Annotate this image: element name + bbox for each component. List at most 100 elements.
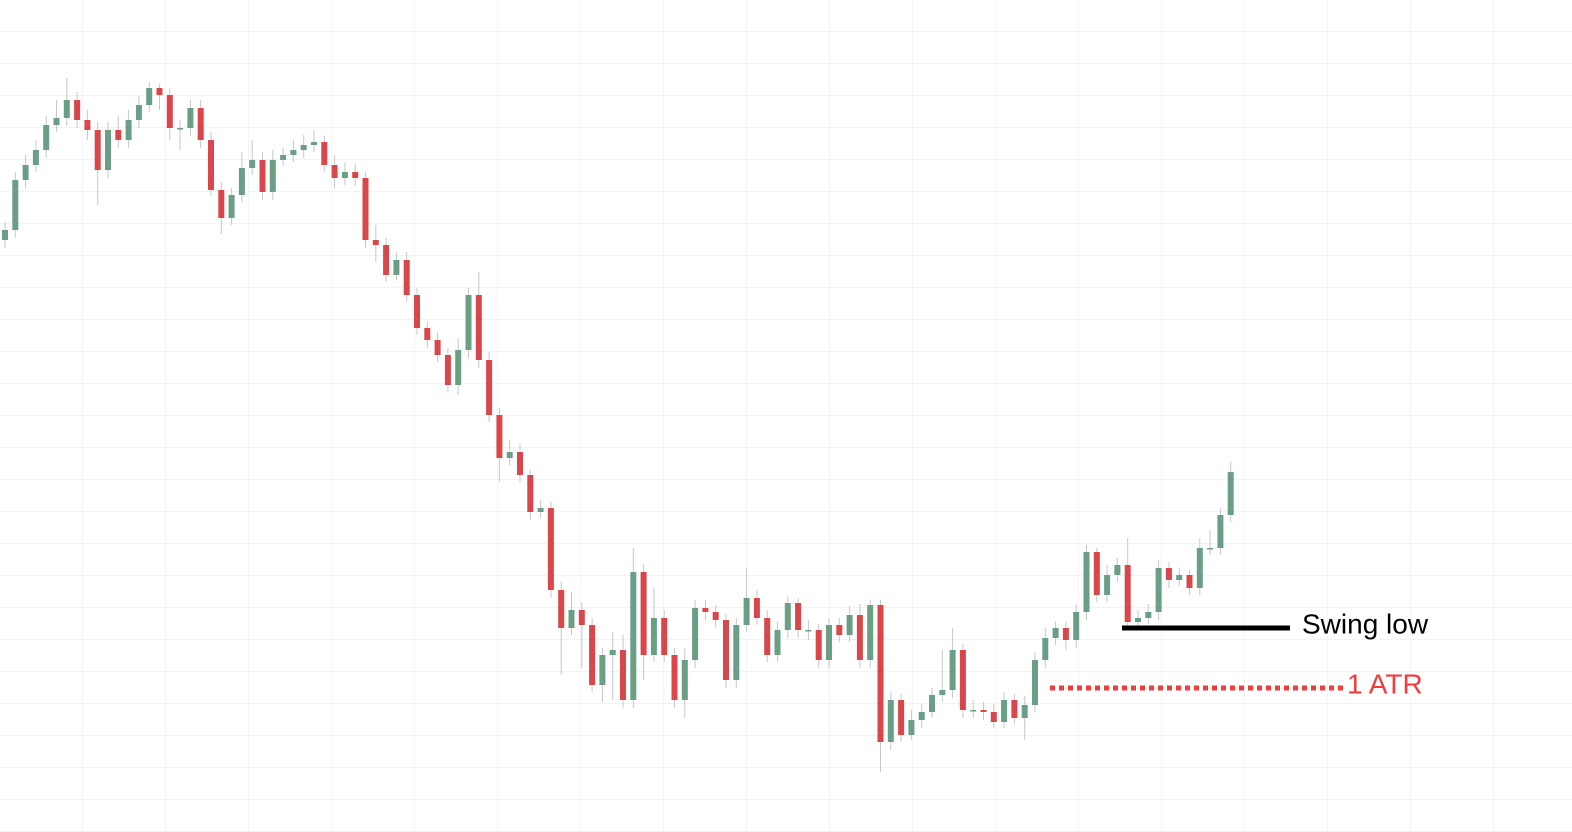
candle-body	[702, 608, 709, 612]
candle-body	[12, 180, 19, 230]
candle-body	[74, 100, 81, 120]
candle-body	[197, 108, 204, 140]
candle-body	[599, 655, 606, 685]
candle-body	[805, 630, 812, 632]
candle-body	[269, 160, 276, 192]
candle-body	[22, 165, 29, 180]
candle-body	[650, 618, 657, 655]
candle-body	[918, 712, 925, 720]
candle-body	[156, 88, 163, 95]
candle-body	[630, 572, 637, 700]
candle-body	[362, 178, 369, 240]
candle-body	[589, 625, 596, 685]
candle-body	[1124, 565, 1131, 622]
candle-body	[558, 590, 565, 628]
candle-body	[1227, 472, 1234, 515]
candle-body	[300, 145, 307, 150]
candle-body	[53, 118, 60, 125]
candle-body	[290, 150, 297, 155]
candle-body	[1052, 628, 1059, 638]
candle-body	[341, 172, 348, 178]
candle-body	[465, 295, 472, 350]
candle-body	[692, 608, 699, 660]
candle-body	[84, 120, 91, 130]
candle-body	[568, 610, 575, 628]
candle-body	[280, 155, 287, 160]
candle-body	[723, 620, 729, 680]
candle-body	[32, 150, 39, 165]
candle-body	[228, 195, 235, 218]
candle-body	[784, 603, 791, 630]
candle-body	[105, 130, 111, 170]
candle-body	[403, 260, 410, 295]
candle-body	[1196, 548, 1203, 588]
candle-body	[990, 712, 997, 722]
candle-body	[681, 660, 688, 700]
candle-body	[1207, 548, 1214, 550]
candle-body	[887, 700, 894, 742]
candle-body	[43, 125, 50, 150]
candle-body	[1186, 575, 1193, 588]
candle-body	[166, 95, 173, 128]
candle-body	[959, 650, 966, 710]
candle-body	[1155, 568, 1162, 612]
candle-body	[434, 340, 441, 355]
candle-body	[1145, 612, 1152, 618]
candle-body	[1114, 565, 1121, 575]
candle-body	[1062, 628, 1069, 640]
candle-body	[661, 618, 668, 655]
candle-body	[877, 605, 884, 742]
candle-body	[115, 130, 122, 140]
candle-body	[238, 168, 245, 195]
candle-body	[424, 328, 431, 340]
candle-body	[929, 695, 935, 712]
candle-body	[743, 598, 750, 625]
candle-body	[331, 165, 338, 178]
candle-body	[125, 120, 132, 140]
candle-body	[671, 655, 678, 700]
candle-body	[980, 710, 987, 712]
candle-body	[939, 690, 946, 695]
candle-body	[898, 700, 905, 735]
candle-body	[475, 295, 482, 360]
candle-body	[321, 142, 328, 165]
candle-body	[94, 130, 101, 170]
candle-body	[527, 475, 534, 512]
candle-body	[1083, 552, 1090, 612]
annotation-label: Swing low	[1302, 608, 1429, 639]
candle-body	[393, 260, 400, 275]
candle-body	[414, 295, 420, 328]
candle-body	[1001, 700, 1008, 722]
candle-body	[547, 508, 554, 590]
candle-body	[177, 128, 184, 130]
candle-body	[1073, 612, 1080, 640]
candle-body	[826, 625, 832, 660]
candle-body	[1176, 575, 1183, 580]
candle-body	[620, 650, 626, 700]
candle-body	[259, 160, 266, 192]
candle-body	[1021, 705, 1028, 718]
candle-body	[908, 720, 915, 735]
candle-body	[815, 630, 822, 660]
candle-body	[1011, 700, 1018, 718]
candle-body	[146, 88, 153, 105]
candle-body	[187, 108, 194, 128]
candle-body	[970, 710, 977, 712]
candle-body	[444, 355, 451, 385]
annotation-label: 1 ATR	[1347, 668, 1423, 699]
candle-body	[846, 615, 853, 635]
candle-body	[764, 618, 771, 655]
candle-body	[1165, 568, 1172, 580]
candle-body	[506, 452, 513, 458]
candle-body	[383, 245, 390, 275]
candle-body	[218, 190, 225, 218]
candle-body	[517, 452, 523, 475]
candle-body	[486, 360, 493, 415]
candle-body	[63, 100, 70, 118]
candle-body	[537, 508, 544, 512]
candle-body	[1217, 515, 1224, 548]
candle-body	[311, 142, 317, 145]
candle-body	[1093, 552, 1100, 595]
